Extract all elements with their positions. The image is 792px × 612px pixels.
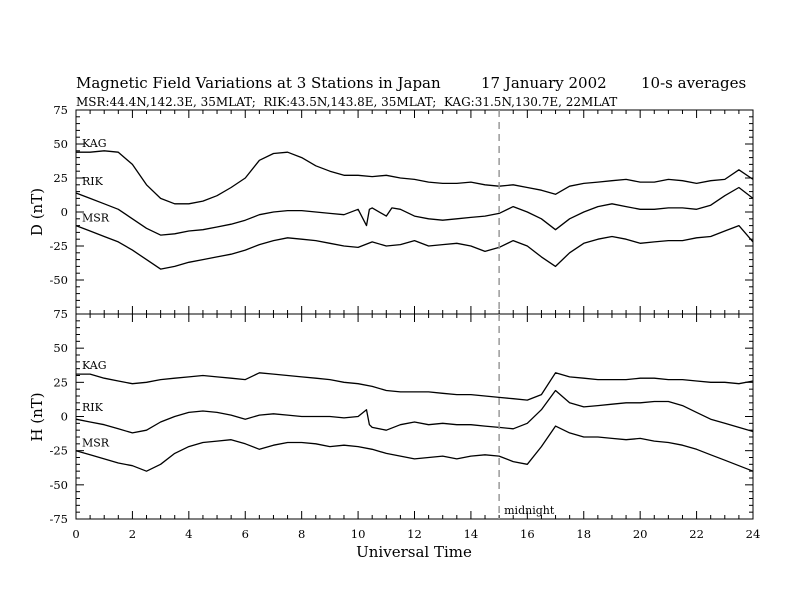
series-line-rik [75, 389, 754, 434]
x-tick-label: 16 [520, 527, 535, 541]
y-tick-label: 25 [53, 375, 68, 389]
y-tick-label: -25 [49, 444, 68, 458]
series-line-msr [75, 224, 754, 270]
x-tick-label: 10 [351, 527, 366, 541]
y-tick-label: 50 [53, 137, 68, 151]
d-panel-frame [75, 109, 754, 315]
x-tick-label: 12 [407, 527, 422, 541]
x-tick-label: 2 [129, 527, 136, 541]
series-line-kag [76, 372, 754, 401]
y-tick-label: 75 [53, 307, 68, 321]
x-tick-label: 14 [464, 527, 479, 541]
h-panel-frame [75, 313, 754, 520]
y-tick-label: 50 [53, 341, 68, 355]
midnight-label: midnight [504, 504, 555, 517]
y-tick-label: -75 [49, 512, 68, 526]
stations-subtitle: MSR:44.4N,142.3E, 35MLAT; RIK:43.5N,143.… [76, 95, 617, 109]
x-tick-label: 22 [689, 527, 704, 541]
x-tick-label: 0 [72, 527, 79, 541]
h-panel-ylabel: H (nT) [28, 392, 46, 441]
y-tick-label: 0 [61, 410, 68, 424]
y-tick-label: -50 [49, 478, 68, 492]
y-tick-label: 0 [61, 205, 68, 219]
series-label-rik: RIK [82, 175, 104, 188]
series-line-msr [75, 425, 754, 472]
chart-title: Magnetic Field Variations at 3 Stations … [76, 74, 441, 92]
y-tick-label: -25 [49, 239, 68, 253]
series-label-rik: RIK [82, 401, 104, 414]
x-tick-label: 8 [298, 527, 305, 541]
chart-date: 17 January 2002 [481, 74, 607, 92]
series-line-kag [76, 150, 754, 205]
series-label-kag: KAG [82, 137, 107, 150]
y-tick-label: 25 [53, 171, 68, 185]
series-label-kag: KAG [82, 359, 107, 372]
series-line-rik [75, 186, 754, 236]
x-tick-label: 4 [185, 527, 192, 541]
series-label-msr: MSR [82, 437, 110, 450]
x-tick-label: 24 [746, 527, 761, 541]
series-layer: KAG RIK MSR KAG RIK MSR [75, 137, 754, 472]
d-panel-ylabel: D (nT) [28, 188, 46, 236]
x-tick-label: 20 [633, 527, 648, 541]
chart-averaging: 10-s averages [641, 74, 746, 92]
series-label-msr: MSR [82, 212, 110, 225]
x-tick-label: 6 [242, 527, 249, 541]
x-tick-label: 18 [576, 527, 591, 541]
x-axis-label: Universal Time [356, 543, 472, 561]
y-tick-label: 75 [53, 103, 68, 117]
y-tick-label: -50 [49, 273, 68, 287]
